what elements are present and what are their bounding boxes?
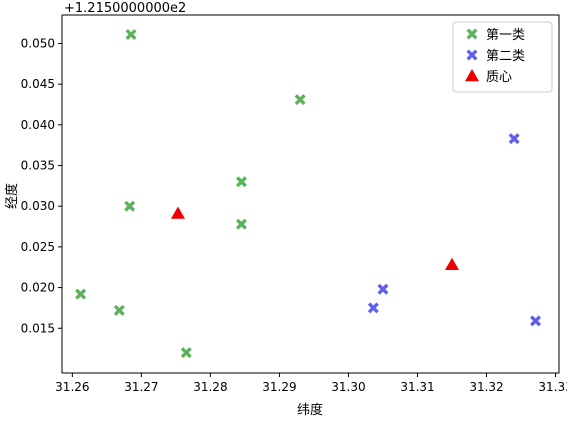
x-tick-label: 31.27 — [124, 380, 158, 394]
x-tick-label: 31.30 — [331, 380, 365, 394]
x-tick-label: 31.29 — [262, 380, 296, 394]
x-tick-label: 31.33 — [538, 380, 567, 394]
legend-symbol — [466, 49, 478, 61]
first-class-point — [75, 288, 87, 300]
first-class-point — [113, 304, 125, 316]
second-class-point — [367, 302, 379, 314]
first-class-point — [235, 176, 247, 188]
y-axis-label: 经度 — [4, 183, 20, 209]
first-class-point — [124, 200, 136, 212]
x-tick-label: 31.26 — [55, 380, 89, 394]
legend-label-centroid: 质心 — [486, 70, 512, 85]
y-tick-label: 0.045 — [21, 77, 55, 91]
first-class-point — [294, 94, 306, 106]
legend-label-second-class: 第二类 — [486, 49, 525, 64]
x-axis: 31.26 31.27 31.28 31.29 31.30 31.31 31.32 31.33 — [55, 373, 567, 394]
legend-marker-first-class — [466, 28, 478, 40]
y-axis: 0.015 0.020 0.025 0.030 0.035 0.040 0.045 0.050 — [21, 36, 62, 335]
centroid-point — [445, 257, 460, 271]
y-tick-label: 0.040 — [21, 118, 55, 132]
legend-box — [452, 21, 553, 93]
x-tick-label: 31.31 — [400, 380, 434, 394]
first-class-point — [235, 218, 247, 230]
legend-marker-second-class — [466, 49, 478, 61]
data-points — [75, 29, 542, 359]
legend-label-first-class: 第一类 — [486, 28, 525, 43]
x-tick-label: 31.28 — [193, 380, 227, 394]
legend-symbol — [465, 69, 479, 82]
legend: 第一类 第二类 质心 — [452, 21, 553, 93]
x-tick-label: 31.32 — [469, 380, 503, 394]
second-class-point — [377, 283, 389, 295]
y-tick-label: 0.030 — [21, 199, 55, 213]
y-tick-label: 0.015 — [21, 321, 55, 335]
x-axis-label: 纬度 — [297, 402, 323, 418]
y-tick-label: 0.025 — [21, 240, 55, 254]
y-tick-label: 0.035 — [21, 159, 55, 173]
centroid-point — [170, 206, 185, 219]
first-class-point — [125, 29, 137, 41]
legend-symbol — [466, 28, 478, 40]
y-tick-label: 0.020 — [21, 281, 55, 295]
second-class-point — [530, 315, 542, 327]
first-class-point — [180, 347, 192, 359]
second-class-point — [508, 133, 520, 145]
y-offset-label: +1.2150000000e2 — [64, 1, 186, 16]
legend-marker-centroid — [465, 69, 479, 82]
y-tick-label: 0.050 — [21, 36, 55, 50]
